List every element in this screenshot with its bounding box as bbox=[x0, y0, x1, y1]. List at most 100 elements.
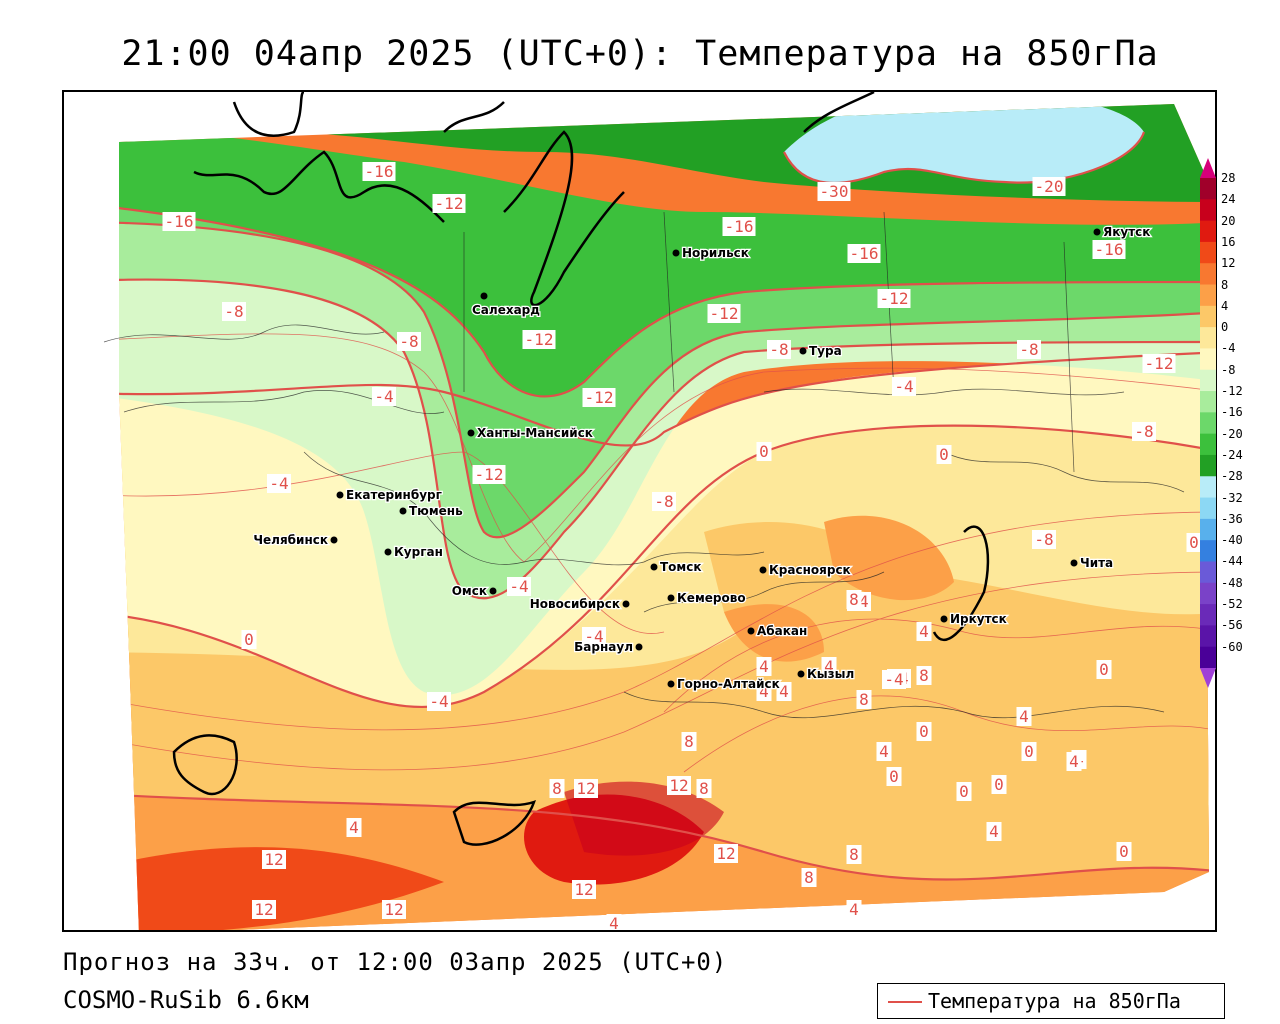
isotherm-label: -16 bbox=[725, 217, 754, 236]
isotherm-label-bg bbox=[1032, 177, 1066, 196]
isotherm-label-bg bbox=[846, 900, 862, 919]
city-dot bbox=[1093, 228, 1101, 236]
isotherm-label: 8 bbox=[919, 666, 929, 685]
isotherm-label: 0 bbox=[1189, 533, 1199, 552]
isotherm-label-bg bbox=[916, 622, 932, 641]
isotherm-label: 0 bbox=[889, 767, 899, 786]
isotherm-label: 4 bbox=[849, 900, 859, 919]
isotherm-label: -4 bbox=[509, 577, 528, 596]
isotherm-label-bg bbox=[267, 474, 291, 493]
isotherm-label-bg bbox=[776, 682, 792, 701]
city-dot bbox=[467, 429, 475, 437]
isotherm-label-bg bbox=[652, 492, 676, 511]
isotherm-label: 4 bbox=[349, 818, 359, 837]
isotherm-label-bg bbox=[1116, 842, 1132, 861]
isotherm-label-bg bbox=[821, 657, 837, 676]
isotherm-label: 4 bbox=[779, 682, 789, 701]
city-dot bbox=[672, 249, 680, 257]
isotherm-label-bg bbox=[507, 577, 531, 596]
isotherm-label-bg bbox=[856, 690, 872, 709]
isotherm-label: -4 bbox=[269, 474, 288, 493]
city-dot bbox=[797, 670, 805, 678]
city-label: Якутск bbox=[1103, 225, 1150, 239]
city-dot bbox=[747, 627, 755, 635]
isotherm-label: -12 bbox=[585, 388, 614, 407]
isotherm-label: -12 bbox=[880, 289, 909, 308]
city-dot bbox=[635, 643, 643, 651]
isotherm-label-bg bbox=[1092, 240, 1126, 259]
legend-label: Температура на 850гПа bbox=[928, 989, 1181, 1013]
isotherm-label-bg bbox=[667, 776, 691, 795]
city-label: Тура bbox=[809, 344, 842, 358]
admin-borders bbox=[103, 211, 1185, 719]
isotherm-label-bg bbox=[956, 782, 972, 801]
city-dot bbox=[940, 615, 948, 623]
isotherm-label-bg bbox=[1021, 742, 1037, 761]
city-markers: Якутск Норильск Салехард Тура Ханты-Мансийск… bbox=[252, 224, 1152, 693]
isotherm-label: 8 bbox=[849, 845, 859, 864]
colorbar-segment bbox=[1200, 327, 1216, 349]
colorbar-segment bbox=[1200, 178, 1216, 200]
colorbar-segment bbox=[1200, 369, 1216, 392]
isotherm-label: 4 bbox=[759, 682, 769, 701]
colorbar-tick-label: -24 bbox=[1221, 447, 1243, 462]
isotherm-label-bg bbox=[252, 900, 276, 919]
city-label: Томск bbox=[660, 560, 702, 574]
isotherm-label-bg bbox=[986, 822, 1002, 841]
city-dot bbox=[1070, 559, 1078, 567]
isotherm-label: 0 bbox=[959, 782, 969, 801]
colorbar-segment bbox=[1200, 412, 1216, 435]
city-dot bbox=[480, 292, 488, 300]
city-label: Новосибирск bbox=[530, 597, 620, 611]
colorbar-segment bbox=[1200, 391, 1216, 413]
isotherm-label-bg bbox=[1066, 752, 1082, 771]
isotherm-label: 4 bbox=[1019, 707, 1029, 726]
colorbar-segment bbox=[1200, 433, 1216, 456]
isotherm-labels: -16 -16 -12 -20 -30 -16 -16 -16 -12 -12 -12 -8 -8 -8 -… bbox=[162, 162, 1202, 930]
colorbar-segment bbox=[1200, 241, 1216, 264]
city-label: Норильск bbox=[682, 246, 749, 260]
colorbar-segment bbox=[1200, 582, 1216, 605]
colorbar-segment bbox=[1200, 305, 1216, 328]
map-legend: Температура на 850гПа bbox=[877, 983, 1225, 1019]
isotherm-label: -30 bbox=[820, 182, 849, 201]
isotherm-label: -12 bbox=[435, 194, 464, 213]
colorbar-segment bbox=[1200, 454, 1216, 477]
colorbar-tick-label: 24 bbox=[1221, 192, 1236, 207]
colorbar-segment bbox=[1200, 497, 1216, 520]
colorbar-tick-label: -52 bbox=[1221, 597, 1243, 612]
colorbar-tick-label: -16 bbox=[1221, 405, 1243, 420]
colorbar-tick-label: 0 bbox=[1221, 320, 1229, 335]
colorbar-segment bbox=[1200, 348, 1216, 371]
isotherm-label-bg bbox=[817, 182, 851, 201]
isotherm-label-bg bbox=[756, 682, 772, 701]
model-name: COSMO-RuSib 6.6км bbox=[63, 986, 309, 1014]
isotherm-label: 0 bbox=[1099, 660, 1109, 679]
colorbar-tick-label: 16 bbox=[1221, 234, 1236, 249]
colorbar-segment bbox=[1200, 220, 1216, 243]
colorbar-tick-label: -60 bbox=[1221, 639, 1243, 654]
city-label: Кемерово bbox=[677, 591, 746, 605]
isotherm-label-bg bbox=[886, 767, 902, 786]
city-label: Горно-Алтайск bbox=[677, 677, 780, 691]
isotherm-label-bg bbox=[549, 779, 565, 798]
isotherm-label: 4 bbox=[759, 657, 769, 676]
isotherm-label: -4 bbox=[894, 377, 913, 396]
city-dot bbox=[622, 600, 630, 608]
isotherm-label: -12 bbox=[710, 304, 739, 323]
isotherm-label-bg bbox=[767, 340, 791, 359]
isotherm-label: -4 bbox=[374, 387, 393, 406]
forecast-info: Прогноз на 33ч. от 12:00 03апр 2025 (UTC… bbox=[63, 948, 728, 976]
city-label: Челябинск bbox=[253, 533, 328, 547]
isotherm-label: 8 bbox=[859, 690, 869, 709]
colorbar-bottom-arrow bbox=[1200, 668, 1216, 688]
isotherm-label: 0 bbox=[939, 445, 949, 464]
isotherm-label: -16 bbox=[365, 162, 394, 181]
isotherm-label-bg bbox=[681, 732, 697, 751]
coastlines bbox=[172, 92, 990, 846]
isotherm-label-bg bbox=[432, 194, 466, 213]
isotherm-label: -4 bbox=[584, 627, 603, 646]
colorbar-segment bbox=[1200, 518, 1216, 541]
city-label: Тюмень bbox=[409, 504, 463, 518]
isotherm-label-bg bbox=[846, 590, 862, 609]
